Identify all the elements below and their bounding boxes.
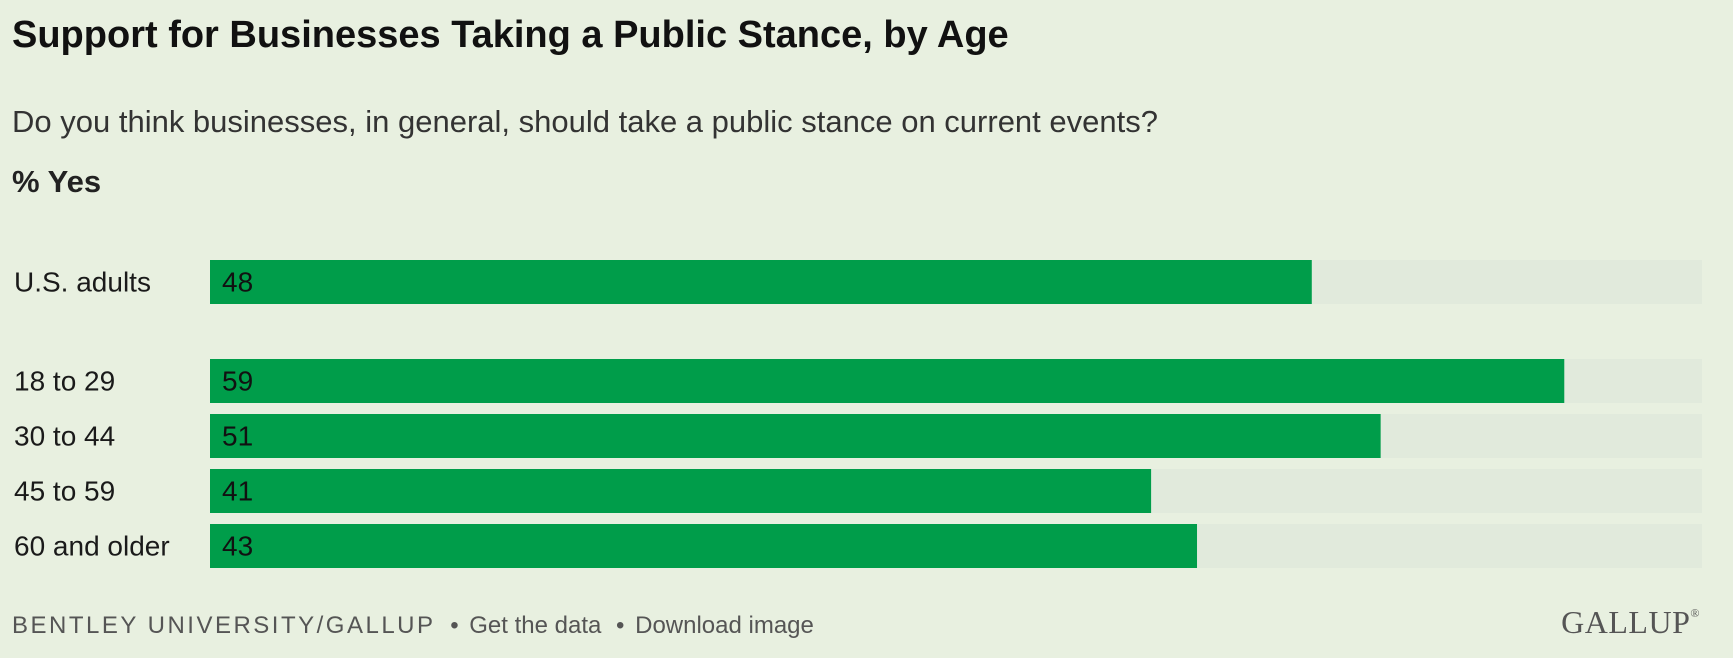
bar-30-to-44	[210, 414, 1381, 458]
value-label: 41	[222, 476, 253, 507]
download-image-link[interactable]: Download image	[635, 612, 814, 639]
bar-18-to-29	[210, 359, 1565, 403]
separator: •	[616, 612, 625, 639]
value-label: 51	[222, 421, 253, 452]
chart-subtitle: Do you think businesses, in general, sho…	[12, 104, 1158, 139]
value-label: 43	[222, 531, 253, 562]
separator: •	[450, 612, 459, 639]
bar-60-and-older	[210, 524, 1198, 568]
bar-u-s-adults	[210, 260, 1312, 304]
logo-text: GALLUP	[1561, 604, 1691, 640]
measure-label: % Yes	[12, 164, 102, 199]
gallup-logo: GALLUP®	[1561, 604, 1700, 641]
footer: BENTLEY UNIVERSITY/GALLUP • Get the data…	[12, 612, 814, 640]
value-label: 59	[222, 366, 253, 397]
get-data-link[interactable]: Get the data	[469, 612, 602, 639]
category-label: 30 to 44	[14, 421, 115, 452]
value-label: 48	[222, 267, 253, 298]
category-label: U.S. adults	[14, 267, 151, 298]
bar-chart: U.S. adults 48 18 to 29 59 30 to 44 51 45 to 5…	[14, 260, 1565, 568]
bar-45-to-59	[210, 469, 1152, 513]
category-label: 18 to 29	[14, 366, 115, 397]
category-label: 45 to 59	[14, 476, 115, 507]
source-label: BENTLEY UNIVERSITY/GALLUP	[12, 612, 436, 639]
category-label: 60 and older	[14, 531, 170, 562]
chart-title: Support for Businesses Taking a Public S…	[12, 14, 1009, 56]
registered-mark: ®	[1690, 606, 1700, 620]
